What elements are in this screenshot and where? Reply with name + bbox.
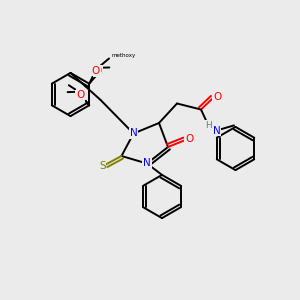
- Text: O: O: [76, 91, 84, 101]
- Text: N: N: [130, 128, 137, 139]
- Text: H: H: [205, 121, 212, 130]
- Text: O: O: [94, 66, 102, 76]
- Text: N: N: [143, 158, 151, 169]
- Text: methoxy: methoxy: [111, 53, 135, 58]
- Text: O: O: [185, 134, 193, 144]
- Text: O: O: [213, 92, 221, 102]
- Text: N: N: [213, 125, 220, 136]
- Text: O: O: [92, 65, 100, 76]
- Text: S: S: [99, 161, 106, 171]
- Text: O: O: [77, 89, 85, 100]
